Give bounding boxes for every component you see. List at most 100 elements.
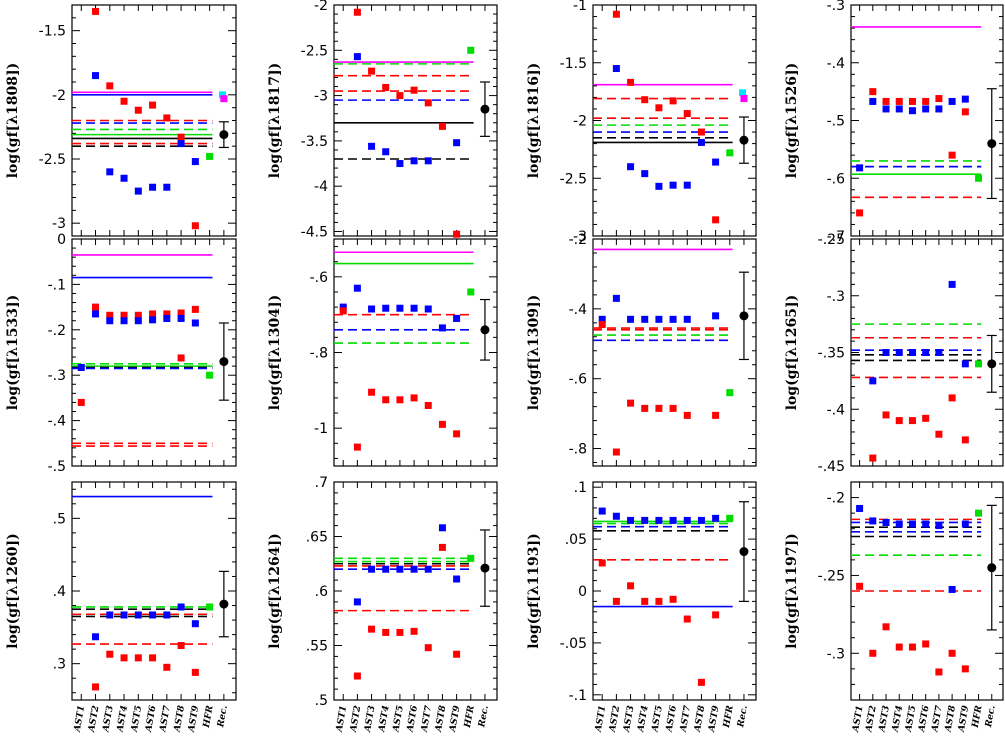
data-point bbox=[339, 303, 347, 311]
data-point bbox=[612, 294, 620, 302]
data-point bbox=[961, 95, 969, 103]
x-category-label: AST1 bbox=[594, 705, 609, 734]
data-point bbox=[134, 317, 142, 325]
data-point bbox=[641, 315, 649, 323]
data-point bbox=[697, 516, 705, 524]
data-point bbox=[453, 650, 461, 658]
data-point bbox=[120, 311, 128, 319]
y-tick-label: -4.5 bbox=[301, 224, 328, 240]
data-point bbox=[683, 181, 691, 189]
y-axis-label: log(gf[λ1193]) bbox=[526, 533, 542, 649]
x-category-label: AST3 bbox=[622, 705, 637, 734]
data-point bbox=[669, 181, 677, 189]
data-point bbox=[712, 158, 720, 166]
data-point bbox=[177, 314, 185, 322]
data-point bbox=[106, 82, 114, 90]
data-point bbox=[177, 309, 185, 317]
data-point bbox=[106, 611, 114, 619]
x-category-label: Rec. bbox=[477, 705, 491, 729]
data-point bbox=[163, 314, 171, 322]
data-point bbox=[149, 611, 157, 619]
data-point bbox=[869, 454, 877, 462]
data-point bbox=[149, 316, 157, 324]
data-point bbox=[669, 516, 677, 524]
data-point bbox=[895, 520, 903, 528]
data-point bbox=[908, 417, 916, 425]
data-point bbox=[368, 625, 376, 633]
data-point bbox=[935, 668, 943, 676]
plot-frame bbox=[333, 4, 498, 237]
data-point bbox=[697, 138, 705, 146]
y-tick-label: -4 bbox=[314, 179, 328, 195]
y-tick-label: -1 bbox=[573, 0, 587, 14]
data-point bbox=[882, 105, 890, 113]
data-point bbox=[163, 611, 171, 619]
data-point bbox=[191, 222, 199, 230]
y-axis-label: log(gf[λ1309]) bbox=[526, 295, 542, 411]
recommended-point bbox=[987, 563, 997, 573]
data-point bbox=[683, 615, 691, 623]
data-point bbox=[424, 401, 432, 409]
data-point bbox=[92, 7, 100, 15]
data-point bbox=[134, 654, 142, 662]
y-tick-label: .4 bbox=[53, 584, 66, 600]
y-tick-label: -1.5 bbox=[39, 24, 66, 40]
y-tick-label: .65 bbox=[306, 530, 328, 546]
y-axis-label: log(gf[λ1264]) bbox=[267, 533, 283, 649]
data-point bbox=[882, 623, 890, 631]
data-point bbox=[856, 504, 864, 512]
x-category-label: AST6 bbox=[405, 704, 420, 733]
data-point bbox=[882, 411, 890, 419]
x-category-label: HFR bbox=[722, 704, 736, 729]
data-point bbox=[106, 317, 114, 325]
data-point bbox=[396, 628, 404, 636]
data-point bbox=[961, 520, 969, 528]
data-point bbox=[869, 377, 877, 385]
data-point bbox=[438, 420, 446, 428]
data-point bbox=[895, 643, 903, 651]
data-point bbox=[612, 597, 620, 605]
data-point bbox=[655, 104, 663, 112]
y-tick-label: -.8 bbox=[310, 346, 328, 362]
data-point bbox=[908, 349, 916, 356]
data-point bbox=[353, 672, 361, 680]
data-point bbox=[424, 99, 432, 107]
data-point bbox=[453, 314, 461, 322]
data-point bbox=[641, 597, 649, 605]
data-point bbox=[396, 160, 404, 168]
data-point bbox=[438, 324, 446, 332]
y-tick-label: .5 bbox=[53, 511, 66, 527]
data-point bbox=[134, 611, 142, 619]
y-axis-label: log(gf[λ1304]) bbox=[267, 295, 283, 411]
y-axis-label: log(gf[λ1817]) bbox=[267, 63, 283, 179]
data-point bbox=[177, 133, 185, 141]
data-point bbox=[922, 640, 930, 648]
data-point bbox=[120, 654, 128, 662]
data-point bbox=[683, 516, 691, 524]
data-point bbox=[149, 101, 157, 109]
data-point bbox=[149, 310, 157, 318]
data-point bbox=[726, 389, 734, 397]
y-tick-label: -.35 bbox=[818, 346, 845, 362]
data-point bbox=[948, 280, 956, 288]
data-point bbox=[655, 597, 663, 605]
data-point bbox=[368, 565, 376, 573]
data-point bbox=[683, 110, 691, 118]
x-category-label: Rec. bbox=[984, 705, 998, 729]
y-tick-label: .7 bbox=[315, 475, 328, 491]
x-category-label: AST4 bbox=[891, 705, 906, 734]
recommended-point bbox=[480, 325, 490, 335]
data-point bbox=[163, 114, 171, 122]
data-point bbox=[948, 585, 956, 593]
y-tick-label: -.1 bbox=[48, 277, 66, 293]
data-point bbox=[869, 517, 877, 525]
data-point bbox=[424, 305, 432, 313]
data-point bbox=[92, 633, 100, 641]
data-point bbox=[975, 509, 983, 517]
data-point bbox=[438, 524, 446, 532]
y-axis-label: log(gf[λ1197]) bbox=[784, 533, 800, 649]
data-point bbox=[869, 649, 877, 657]
x-category-label: AST1 bbox=[73, 705, 88, 734]
data-point bbox=[627, 78, 635, 86]
data-point bbox=[120, 317, 128, 325]
